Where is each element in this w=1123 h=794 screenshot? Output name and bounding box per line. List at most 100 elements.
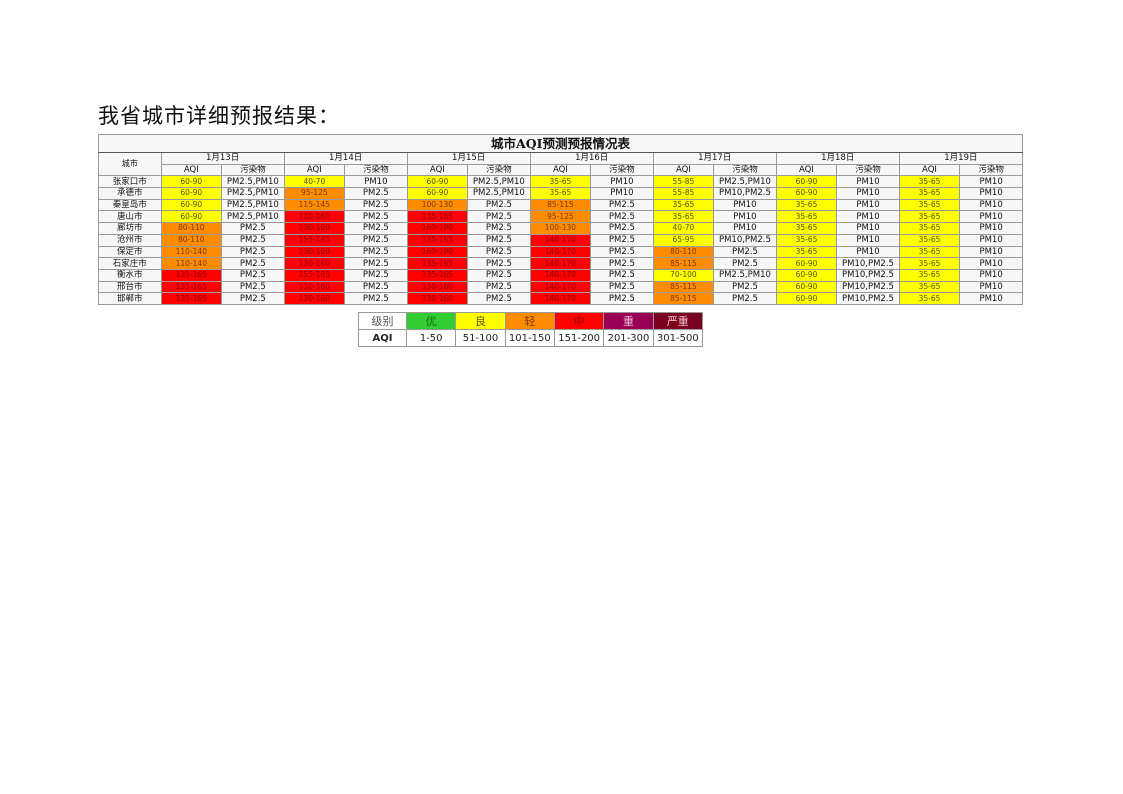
pollutant-cell: PM2.5 [344, 233, 408, 247]
aqi-range-cell: 35-65 [898, 245, 961, 259]
aqi-range-cell: 135-165 [160, 292, 223, 305]
pollutant-cell: PM2.5 [221, 257, 285, 270]
pollutant-cell: PM2.5 [467, 280, 531, 294]
pollutant-cell: PM2.5 [467, 222, 531, 235]
pollutant-cell: PM10 [959, 257, 1023, 270]
pollutant-column-header: 污染物 [467, 163, 531, 177]
aqi-range-cell: 35-65 [775, 210, 838, 224]
pollutant-cell: PM10 [959, 175, 1023, 189]
pollutant-column-header: 污染物 [344, 163, 408, 177]
pollutant-cell: PM2.5 [590, 257, 654, 270]
pollutant-cell: PM10 [713, 198, 777, 212]
aqi-range-cell: 35-65 [775, 233, 838, 247]
table-row: 衡水市 135-165 PM2.5 155-185 PM2.5 135-165 PM2.5 1… [98, 268, 1023, 282]
legend-level-name: 严重 [652, 312, 704, 330]
aqi-column-header: AQI [283, 163, 346, 177]
aqi-range-cell: 40-70 [652, 222, 715, 235]
legend-level-name: 轻 [504, 312, 555, 330]
aqi-range-cell: 130-160 [283, 210, 346, 224]
pollutant-cell: PM2.5 [713, 292, 777, 305]
aqi-range-cell: 35-65 [898, 210, 961, 224]
legend-aqi-range: 151-200 [553, 329, 605, 347]
aqi-range-cell: 135-165 [406, 210, 469, 224]
aqi-range-cell: 60-90 [775, 187, 838, 200]
table-row: 秦皇岛市 60-90 PM2.5,PM10 115-145 PM2.5 100-130 PM… [98, 198, 1023, 212]
city-header: 城市 [98, 151, 162, 177]
legend-level-name: 优 [405, 312, 457, 330]
aqi-column-header: AQI [529, 163, 592, 177]
aqi-range-cell: 80-110 [160, 222, 223, 235]
aqi-range-cell: 35-65 [898, 233, 961, 247]
pollutant-cell: PM2.5 [344, 257, 408, 270]
aqi-range-cell: 140-170 [529, 292, 592, 305]
pollutant-cell: PM2.5 [344, 292, 408, 305]
legend-level-name: 中 [553, 312, 605, 330]
pollutant-cell: PM2.5 [590, 198, 654, 212]
pollutant-cell: PM2.5 [467, 268, 531, 282]
pollutant-cell: PM2.5 [590, 222, 654, 235]
pollutant-cell: PM2.5 [590, 292, 654, 305]
pollutant-cell: PM2.5,PM10 [467, 187, 531, 200]
pollutant-cell: PM10 [959, 280, 1023, 294]
table-row: 唐山市 60-90 PM2.5,PM10 130-160 PM2.5 135-165 PM2… [98, 210, 1023, 224]
aqi-range-cell: 110-140 [160, 245, 223, 259]
aqi-range-cell: 35-65 [898, 292, 961, 305]
pollutant-cell: PM2.5 [590, 233, 654, 247]
table-row: 保定市 110-140 PM2.5 130-160 PM2.5 160-190 PM2.5 1… [98, 245, 1023, 259]
date-header: 1月15日 [406, 152, 531, 165]
aqi-range-cell: 85-115 [652, 292, 715, 305]
pollutant-cell: PM10 [344, 175, 408, 189]
aqi-range-cell: 160-190 [406, 222, 469, 235]
pollutant-cell: PM10 [959, 222, 1023, 235]
aqi-range-cell: 80-110 [652, 245, 715, 259]
pollutant-cell: PM10 [959, 233, 1023, 247]
pollutant-cell: PM10 [959, 268, 1023, 282]
aqi-range-cell: 130-160 [406, 292, 469, 305]
aqi-range-cell: 100-130 [529, 222, 592, 235]
pollutant-cell: PM2.5 [467, 257, 531, 270]
city-name: 承德市 [98, 187, 162, 200]
pollutant-cell: PM10 [836, 245, 900, 259]
aqi-range-cell: 35-65 [775, 222, 838, 235]
legend-level-header: 级别 [358, 312, 407, 330]
aqi-range-cell: 110-140 [160, 257, 223, 270]
table-row: 邢台市 135-165 PM2.5 130-160 PM2.5 130-160 PM2.5 1… [98, 280, 1023, 294]
subheader-row: AQI 污染物 AQI 污染物 AQI 污染物 AQI 污染物 AQI 污染物 AQI 污染物 AQI 污… [99, 163, 1023, 177]
aqi-range-cell: 85-115 [529, 198, 592, 212]
legend-aqi-range: 201-300 [603, 329, 654, 347]
aqi-column-header: AQI [775, 163, 838, 177]
city-name: 秦皇岛市 [98, 198, 162, 212]
pollutant-cell: PM2.5 [467, 198, 531, 212]
pollutant-cell: PM2.5 [467, 245, 531, 259]
pollutant-cell: PM10 [836, 222, 900, 235]
aqi-column-header: AQI [898, 163, 961, 177]
pollutant-cell: PM10,PM2.5 [836, 257, 900, 270]
aqi-range-cell: 35-65 [529, 187, 592, 200]
pollutant-cell: PM2.5 [344, 198, 408, 212]
pollutant-cell: PM10 [590, 187, 654, 200]
aqi-range-cell: 130-160 [283, 292, 346, 305]
aqi-range-cell: 130-160 [283, 257, 346, 270]
city-name: 沧州市 [98, 233, 162, 247]
aqi-range-cell: 60-90 [775, 292, 838, 305]
aqi-range-cell: 135-165 [160, 268, 223, 282]
pollutant-cell: PM10 [836, 198, 900, 212]
legend-aqi-range: 51-100 [455, 329, 506, 347]
pollutant-cell: PM2.5 [590, 280, 654, 294]
pollutant-cell: PM2.5 [221, 280, 285, 294]
city-name: 石家庄市 [98, 257, 162, 270]
pollutant-cell: PM2.5 [344, 222, 408, 235]
aqi-range-cell: 60-90 [160, 210, 223, 224]
pollutant-cell: PM10 [959, 187, 1023, 200]
legend-aqi-header: AQI [358, 329, 407, 347]
aqi-column-header: AQI [406, 163, 469, 177]
aqi-range-cell: 55-85 [652, 187, 715, 200]
aqi-range-cell: 95-125 [529, 210, 592, 224]
aqi-range-cell: 35-65 [898, 280, 961, 294]
table-title: 城市AQI预测预报情况表 [98, 134, 1023, 153]
aqi-range-cell: 155-185 [283, 233, 346, 247]
aqi-range-cell: 85-115 [652, 257, 715, 270]
pollutant-cell: PM10 [713, 210, 777, 224]
pollutant-cell: PM2.5 [221, 245, 285, 259]
aqi-range-cell: 35-65 [898, 198, 961, 212]
